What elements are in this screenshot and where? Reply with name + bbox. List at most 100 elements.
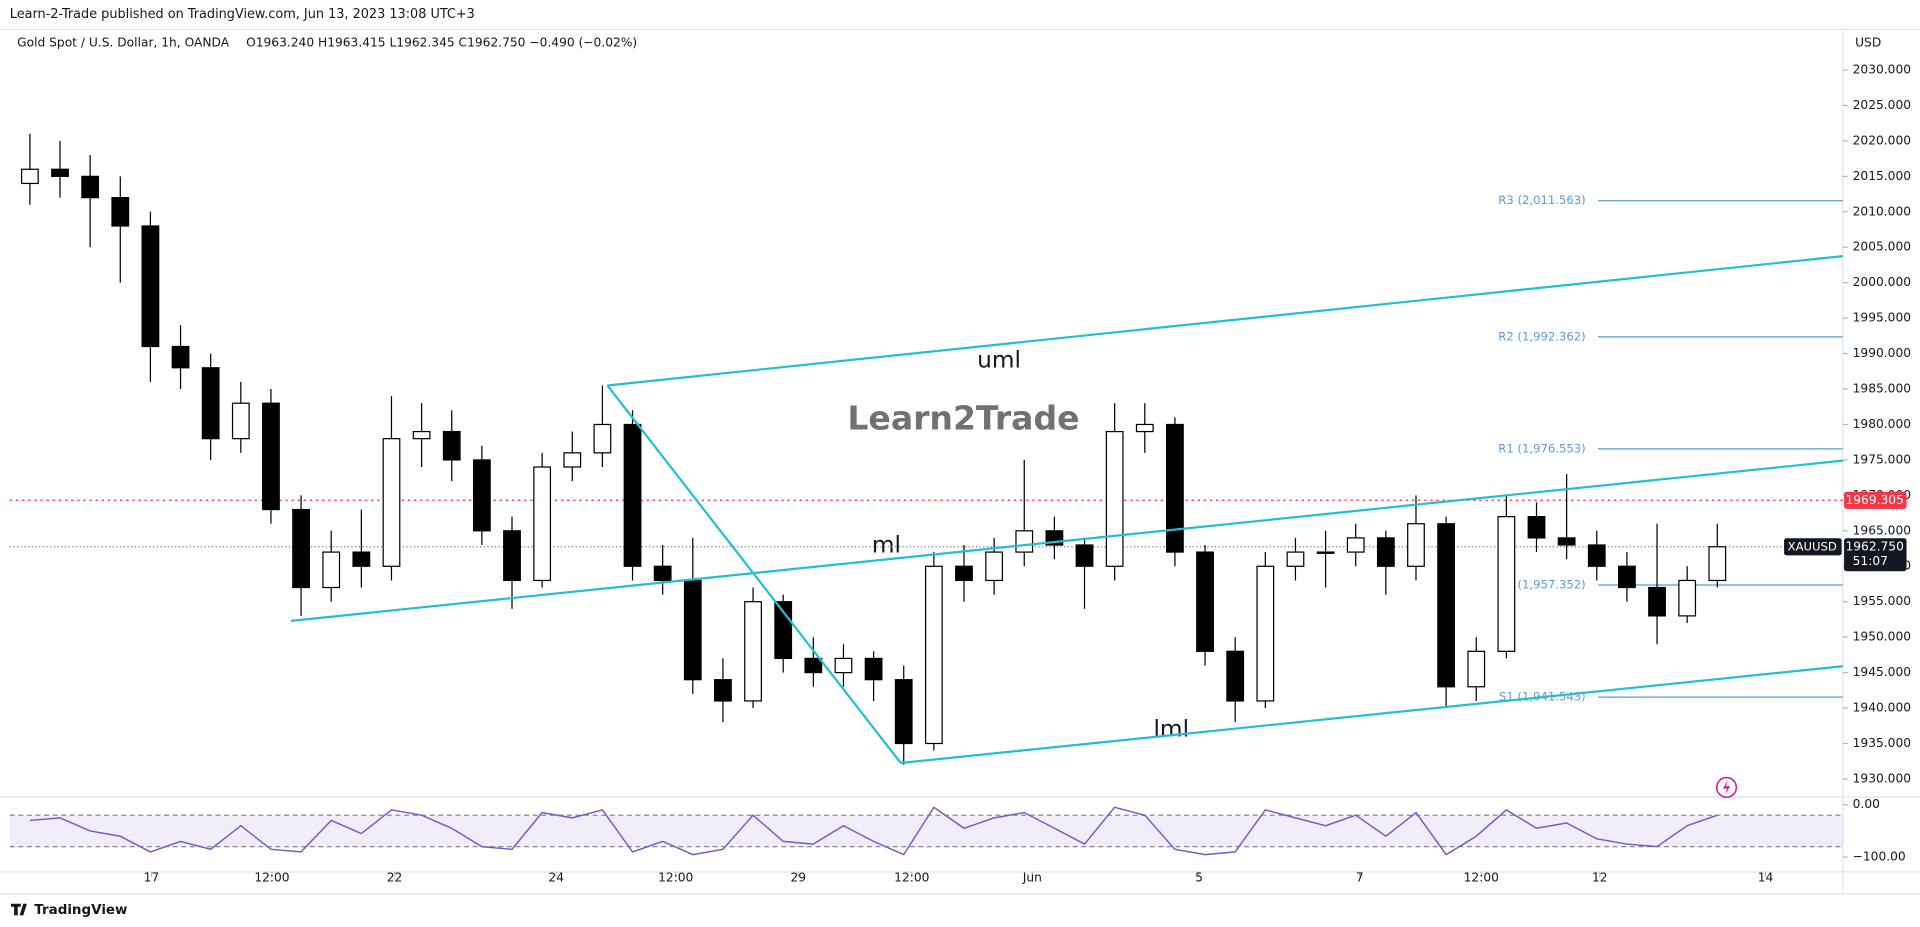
candle-body [1226, 650, 1245, 702]
candle-body [683, 579, 702, 681]
x-tick-label: 12 [1592, 870, 1608, 884]
symbol-tag-label: XAUUSD [1788, 539, 1837, 553]
candle-body [442, 430, 461, 461]
candle-body [834, 657, 853, 674]
y-axis-label: USD [1855, 35, 1881, 49]
y-tick-label: 1965.000 [1853, 523, 1911, 537]
trendline-label: uml [977, 347, 1021, 374]
candle-body [1708, 546, 1727, 582]
trendline [900, 665, 1843, 765]
candle-body [1346, 537, 1365, 553]
y-tick-label: 1950.000 [1853, 630, 1911, 644]
candle-body [744, 601, 762, 702]
candle-body [1527, 516, 1546, 539]
candle-body [623, 423, 642, 567]
candle-body [201, 367, 220, 440]
candle-body [1376, 537, 1395, 567]
candle-body [141, 225, 160, 348]
candle-body [653, 565, 672, 582]
y-tick-label: 1955.000 [1853, 594, 1911, 608]
candle-body [352, 551, 371, 567]
candle-body [593, 423, 612, 454]
candle-body [563, 452, 582, 468]
y-tick-label: 1935.000 [1853, 736, 1911, 750]
x-tick-label: 24 [548, 870, 564, 884]
x-tick-label: 29 [790, 870, 806, 884]
candle-body [231, 402, 250, 440]
y-tick-label: 2025.000 [1853, 98, 1911, 112]
y-tick-label: 2005.000 [1853, 240, 1911, 254]
candle-body [1166, 423, 1184, 553]
x-tick-label: 5 [1195, 870, 1203, 884]
ohlc-legend: O1963.240 H1963.415 L1962.345 C1962.750 … [246, 35, 637, 49]
candle-body [1497, 516, 1516, 652]
candle-body [412, 430, 431, 440]
chart-title: Gold Spot / U.S. Dollar, 1h, OANDA [17, 35, 230, 49]
y-tick-label: 1990.000 [1853, 346, 1911, 360]
alert-icon[interactable] [1715, 776, 1738, 798]
x-tick-label: 12:00 [254, 870, 289, 884]
candle-body [804, 657, 823, 674]
candle-body [1105, 430, 1124, 567]
brand: TradingView [34, 903, 127, 918]
alert-tag-label: 1969.305 [1845, 493, 1903, 507]
brand-logo [11, 903, 27, 916]
candle-body [1648, 586, 1666, 617]
pivot-label: R1 (1,976.553) [1498, 441, 1585, 455]
trendline [607, 255, 1843, 387]
candle-body [1075, 544, 1094, 567]
candle-body [894, 679, 913, 745]
price-tag [1844, 538, 1907, 572]
watermark: Learn2Trade [847, 399, 1079, 438]
candle-body [81, 175, 100, 199]
x-tick-label: 12:00 [894, 870, 929, 884]
candle-body [322, 551, 341, 589]
candle-body [1437, 523, 1456, 688]
candle-body [924, 565, 943, 745]
y-tick-label: 1945.000 [1853, 665, 1911, 679]
y-tick-label: 2030.000 [1853, 63, 1911, 77]
price-tag-label: 1962.750 [1845, 539, 1903, 553]
x-tick-label: 14 [1758, 870, 1774, 884]
candle-body [292, 508, 310, 589]
candle-body [1135, 423, 1154, 433]
candle-body [1587, 544, 1606, 567]
y-tick-label: 2015.000 [1853, 169, 1911, 183]
candle-body [1467, 650, 1486, 688]
x-tick-label: Jun [1022, 870, 1042, 884]
y-tick-label: −100.00 [1853, 850, 1906, 864]
candle-body [472, 459, 491, 532]
pivot-label: R2 (1,992.362) [1498, 329, 1585, 343]
candle-body [1256, 565, 1275, 702]
y-tick-label: 2010.000 [1853, 204, 1911, 218]
candle-body [111, 197, 130, 227]
candle-body [1407, 523, 1425, 567]
candle-body [262, 402, 280, 511]
candle-body [714, 679, 732, 702]
candle-body [51, 168, 69, 177]
x-tick-label: 17 [144, 870, 160, 884]
candle-body [955, 565, 973, 582]
candle-body [503, 530, 521, 582]
alert-icon-bolt [1722, 780, 1731, 795]
symbol-tag [1784, 538, 1842, 556]
candle-body [864, 657, 883, 681]
y-tick-label: 1940.000 [1853, 701, 1911, 715]
x-tick-label: 22 [387, 870, 403, 884]
candle-body [1618, 565, 1636, 589]
y-tick-label: 1975.000 [1853, 452, 1911, 466]
countdown-label: 51:07 [1853, 554, 1888, 568]
publisher-line: Learn-2-Trade published on TradingView.c… [10, 7, 475, 22]
x-tick-label: 12:00 [658, 870, 693, 884]
trendline [606, 384, 902, 764]
y-tick-label: 1930.000 [1853, 771, 1911, 785]
y-tick-label: 1995.000 [1853, 311, 1911, 325]
y-tick-label: 1985.000 [1853, 382, 1911, 396]
candle-body [171, 345, 190, 369]
candle-body [1015, 530, 1034, 553]
indicator-line [29, 806, 1718, 856]
pivot-label: P (1,957.352) [1507, 578, 1586, 592]
